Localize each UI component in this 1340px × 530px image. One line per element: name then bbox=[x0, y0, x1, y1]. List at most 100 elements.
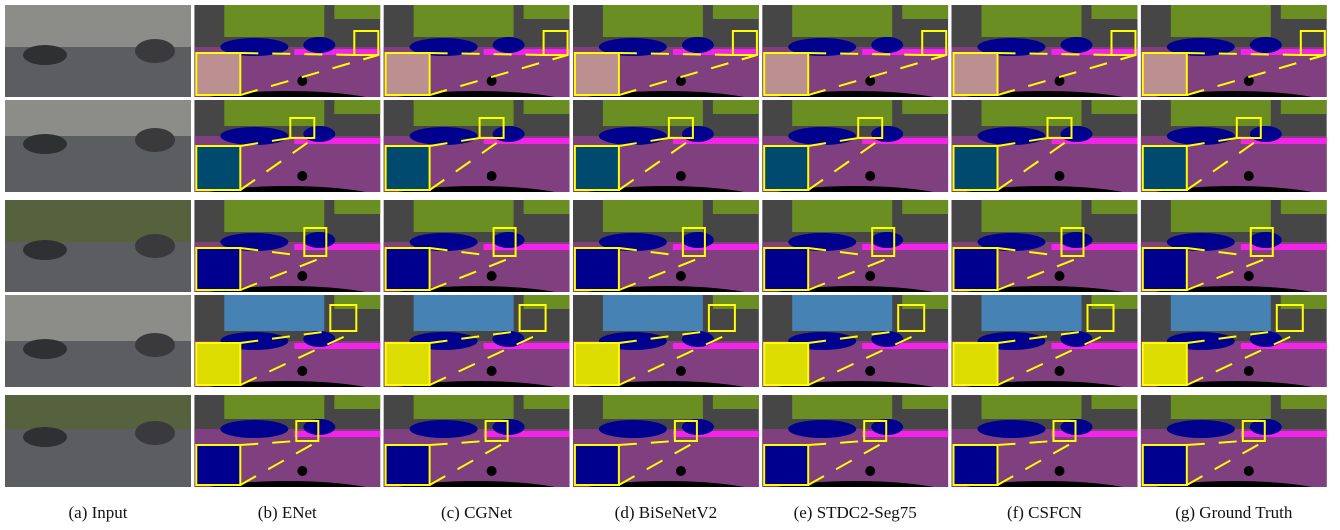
ego-marker bbox=[865, 271, 875, 281]
figure: (a) Input(b) ENet(c) CGNet(d) BiSeNetV2(… bbox=[0, 0, 1340, 525]
ego-marker bbox=[487, 171, 497, 181]
vegetation bbox=[1092, 200, 1138, 214]
car bbox=[493, 37, 525, 53]
zoom-inset bbox=[575, 343, 619, 385]
car bbox=[23, 427, 67, 447]
car bbox=[1250, 232, 1282, 248]
input-image bbox=[5, 395, 191, 487]
vegetation bbox=[603, 395, 703, 419]
zoom-inset bbox=[196, 445, 240, 485]
vegetation bbox=[792, 5, 892, 37]
captions: (a) Input(b) ENet(c) CGNet(d) BiSeNetV2(… bbox=[68, 503, 1292, 522]
ego-marker bbox=[1244, 171, 1254, 181]
vegetation bbox=[902, 5, 948, 19]
car bbox=[135, 128, 175, 152]
zoom-inset bbox=[386, 248, 430, 290]
caption: (e) STDC2-Seg75 bbox=[794, 503, 917, 522]
vegetation bbox=[414, 395, 514, 419]
zoom-inset bbox=[954, 53, 998, 95]
zoom-inset bbox=[1143, 248, 1187, 290]
ego-marker bbox=[1055, 366, 1065, 376]
vegetation bbox=[524, 5, 570, 19]
zoom-inset bbox=[575, 445, 619, 485]
car bbox=[410, 420, 478, 438]
zoom-inset bbox=[954, 445, 998, 485]
zoom-inset bbox=[764, 146, 808, 190]
vegetation bbox=[334, 395, 380, 409]
ego-marker bbox=[487, 271, 497, 281]
vegetation bbox=[1171, 5, 1271, 37]
zoom-inset bbox=[954, 248, 998, 290]
car bbox=[1167, 127, 1235, 145]
car bbox=[493, 232, 525, 248]
vegetation bbox=[1281, 5, 1327, 19]
ego-marker bbox=[1055, 171, 1065, 181]
vegetation bbox=[1281, 100, 1327, 114]
vegetation bbox=[1092, 395, 1138, 409]
vegetation bbox=[334, 5, 380, 19]
ego-marker bbox=[1244, 271, 1254, 281]
ego-marker bbox=[1055, 466, 1065, 476]
zoom-inset bbox=[575, 248, 619, 290]
ego-marker bbox=[1055, 271, 1065, 281]
ego-marker bbox=[676, 466, 686, 476]
caption: (a) Input bbox=[68, 503, 127, 522]
car bbox=[682, 126, 714, 142]
car bbox=[978, 127, 1046, 145]
car bbox=[682, 37, 714, 53]
car bbox=[871, 126, 903, 142]
ego-marker bbox=[1244, 366, 1254, 376]
car bbox=[135, 333, 175, 357]
ego-marker bbox=[865, 366, 875, 376]
vegetation bbox=[713, 200, 759, 214]
vegetation bbox=[902, 395, 948, 409]
zoom-inset bbox=[764, 53, 808, 95]
car bbox=[1250, 126, 1282, 142]
car bbox=[871, 37, 903, 53]
vegetation bbox=[603, 100, 703, 126]
ego-marker bbox=[487, 366, 497, 376]
zoom-inset bbox=[954, 146, 998, 190]
zoom-inset bbox=[1143, 445, 1187, 485]
car bbox=[871, 232, 903, 248]
car bbox=[599, 127, 667, 145]
zoom-inset bbox=[954, 343, 998, 385]
vegetation bbox=[1171, 100, 1271, 126]
vegetation bbox=[713, 100, 759, 114]
car bbox=[135, 39, 175, 63]
vegetation bbox=[792, 100, 892, 126]
car bbox=[978, 420, 1046, 438]
zoom-inset bbox=[196, 248, 240, 290]
car bbox=[410, 127, 478, 145]
vegetation bbox=[224, 395, 324, 419]
zoom-inset bbox=[386, 53, 430, 95]
caption: (d) BiSeNetV2 bbox=[615, 503, 717, 522]
car bbox=[1061, 37, 1093, 53]
zoom-inset bbox=[575, 146, 619, 190]
vegetation bbox=[414, 100, 514, 126]
vegetation bbox=[982, 100, 1082, 126]
car bbox=[303, 232, 335, 248]
vegetation bbox=[603, 295, 703, 331]
ego-marker bbox=[676, 366, 686, 376]
vegetation bbox=[713, 395, 759, 409]
vegetation bbox=[1092, 100, 1138, 114]
ego-marker bbox=[297, 466, 307, 476]
vegetation bbox=[414, 5, 514, 37]
ego-marker bbox=[297, 171, 307, 181]
car bbox=[23, 240, 67, 260]
input-image bbox=[5, 200, 191, 292]
vegetation bbox=[1171, 295, 1271, 331]
car bbox=[135, 421, 175, 445]
vegetation bbox=[224, 295, 324, 331]
input-image bbox=[5, 295, 191, 387]
car bbox=[220, 127, 288, 145]
zoom-inset bbox=[1143, 146, 1187, 190]
zoom-inset bbox=[196, 53, 240, 95]
vegetation bbox=[224, 5, 324, 37]
caption: (f) CSFCN bbox=[1007, 503, 1082, 522]
car bbox=[303, 37, 335, 53]
vegetation bbox=[982, 395, 1082, 419]
image-grid bbox=[5, 5, 1340, 521]
caption: (g) Ground Truth bbox=[1175, 503, 1293, 522]
